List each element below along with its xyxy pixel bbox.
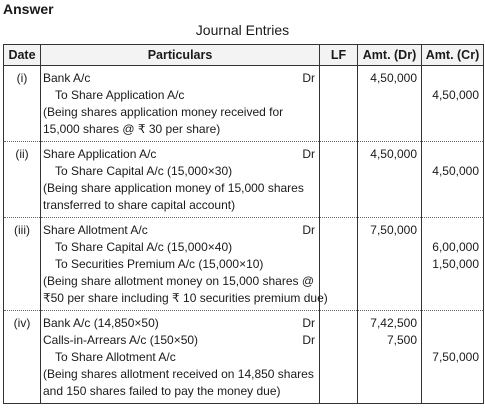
table-header-row: Date Particulars LF Amt. (Dr) Amt. (Cr) bbox=[3, 44, 484, 66]
answer-heading: Answer bbox=[3, 1, 54, 17]
particulars-line: To Share Capital A/c (15,000×30) bbox=[55, 164, 233, 178]
entry-date: (iii) bbox=[3, 217, 41, 311]
narration-line: transferred to share capital account) bbox=[43, 198, 236, 212]
entry-date: (ii) bbox=[3, 141, 41, 218]
dr-marker: Dr bbox=[302, 147, 315, 161]
table-caption: Journal Entries bbox=[195, 22, 290, 38]
dr-marker: Dr bbox=[302, 223, 315, 237]
entry-amount-dr: 4,50,000 bbox=[357, 65, 422, 142]
particulars-line: Bank A/c (14,850×50) Dr bbox=[43, 316, 315, 330]
particulars-line: To Share Application A/c bbox=[55, 88, 185, 102]
narration-line: (Being share application money of 15,000… bbox=[43, 181, 304, 195]
entry-particulars: Bank A/c (14,850×50) Dr Calls-in-Arrears … bbox=[40, 310, 320, 404]
entry-amount-cr: 6,00,000 1,50,000 bbox=[421, 217, 484, 311]
entry-amount-cr: 7,50,000 bbox=[421, 310, 484, 404]
particulars-line: To Securities Premium A/c (15,000×10) bbox=[55, 257, 264, 271]
dr-marker: Dr bbox=[302, 71, 315, 85]
narration-line: and 150 shares failed to pay the money d… bbox=[43, 384, 281, 398]
entry-lf bbox=[319, 217, 358, 311]
narration-line: ₹50 per share including ₹ 10 securities … bbox=[43, 291, 328, 305]
narration-line: (Being shares allotment received on 14,8… bbox=[43, 367, 314, 381]
journal-entry-row: (iv) Bank A/c (14,850×50) Dr Calls-in-Arr… bbox=[3, 310, 484, 404]
narration-line: 15,000 shares @ ₹ 30 per share) bbox=[43, 122, 221, 136]
narration-line: (Being share allotment money on 15,000 s… bbox=[43, 274, 315, 288]
column-header-amount-dr: Amt. (Dr) bbox=[357, 44, 422, 66]
column-header-particulars: Particulars bbox=[40, 44, 320, 66]
entry-date: (i) bbox=[3, 65, 41, 142]
column-header-amount-cr: Amt. (Cr) bbox=[421, 44, 484, 66]
entry-amount-dr: 7,50,000 bbox=[357, 217, 422, 311]
journal-entry-row: (ii) Share Application A/c Dr To Share Ca… bbox=[3, 141, 484, 218]
column-header-date: Date bbox=[3, 44, 41, 66]
particulars-line: Bank A/c Dr bbox=[43, 71, 315, 85]
particulars-line: Calls-in-Arrears A/c (150×50) Dr bbox=[43, 333, 315, 347]
entry-amount-cr: 4,50,000 bbox=[421, 65, 484, 142]
entry-lf bbox=[319, 65, 358, 142]
entry-lf bbox=[319, 141, 358, 218]
entry-particulars: Bank A/c Dr To Share Application A/c (Bei… bbox=[40, 65, 320, 142]
narration-line: (Being shares application money received… bbox=[43, 105, 284, 119]
dr-marker: Dr bbox=[302, 333, 315, 347]
entry-amount-dr: 7,42,500 7,500 bbox=[357, 310, 422, 404]
journal-entries-table: Date Particulars LF Amt. (Dr) Amt. (Cr) … bbox=[3, 44, 484, 404]
entry-particulars: Share Application A/c Dr To Share Capital… bbox=[40, 141, 320, 218]
particulars-line: To Share Allotment A/c bbox=[55, 350, 176, 364]
column-header-lf: LF bbox=[319, 44, 358, 66]
particulars-line: Share Allotment A/c Dr bbox=[43, 223, 315, 237]
dr-marker: Dr bbox=[302, 316, 315, 330]
entry-particulars: Share Allotment A/c Dr To Share Capital A… bbox=[40, 217, 328, 311]
entry-amount-cr: 4,50,000 bbox=[421, 141, 484, 218]
entry-lf bbox=[319, 310, 358, 404]
particulars-line: Share Application A/c Dr bbox=[43, 147, 315, 161]
journal-entry-row: (i) Bank A/c Dr To Share Application A/c … bbox=[3, 65, 484, 142]
particulars-line: To Share Capital A/c (15,000×40) bbox=[55, 240, 233, 254]
journal-entry-row: (iii) Share Allotment A/c Dr To Share Cap… bbox=[3, 217, 484, 311]
entry-amount-dr: 4,50,000 bbox=[357, 141, 422, 218]
entry-date: (iv) bbox=[3, 310, 41, 404]
